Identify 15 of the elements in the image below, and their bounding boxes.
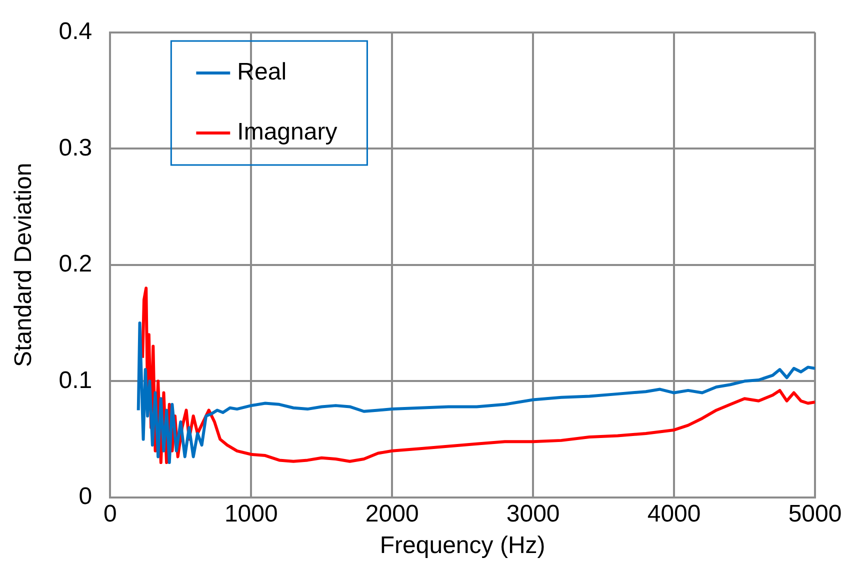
x-tick-label: 3000	[506, 500, 560, 528]
y-axis-title: Standard Deviation	[10, 162, 38, 367]
y-tick-label: 0.1	[58, 366, 92, 394]
x-tick-label: 4000	[647, 500, 701, 528]
y-tick-label: 0.2	[58, 250, 92, 278]
y-tick-label: 0.4	[58, 18, 92, 46]
x-tick-label: 5000	[788, 500, 842, 528]
x-tick-label: 0	[103, 500, 117, 528]
x-tick-label: 1000	[224, 500, 278, 528]
legend-label: Real	[237, 58, 287, 86]
y-tick-label: 0.3	[58, 134, 92, 162]
x-tick-label: 2000	[365, 500, 419, 528]
y-tick-label: 0	[78, 483, 92, 510]
legend-label: Imagnary	[237, 118, 338, 146]
x-axis-title: Frequency (Hz)	[380, 532, 546, 560]
